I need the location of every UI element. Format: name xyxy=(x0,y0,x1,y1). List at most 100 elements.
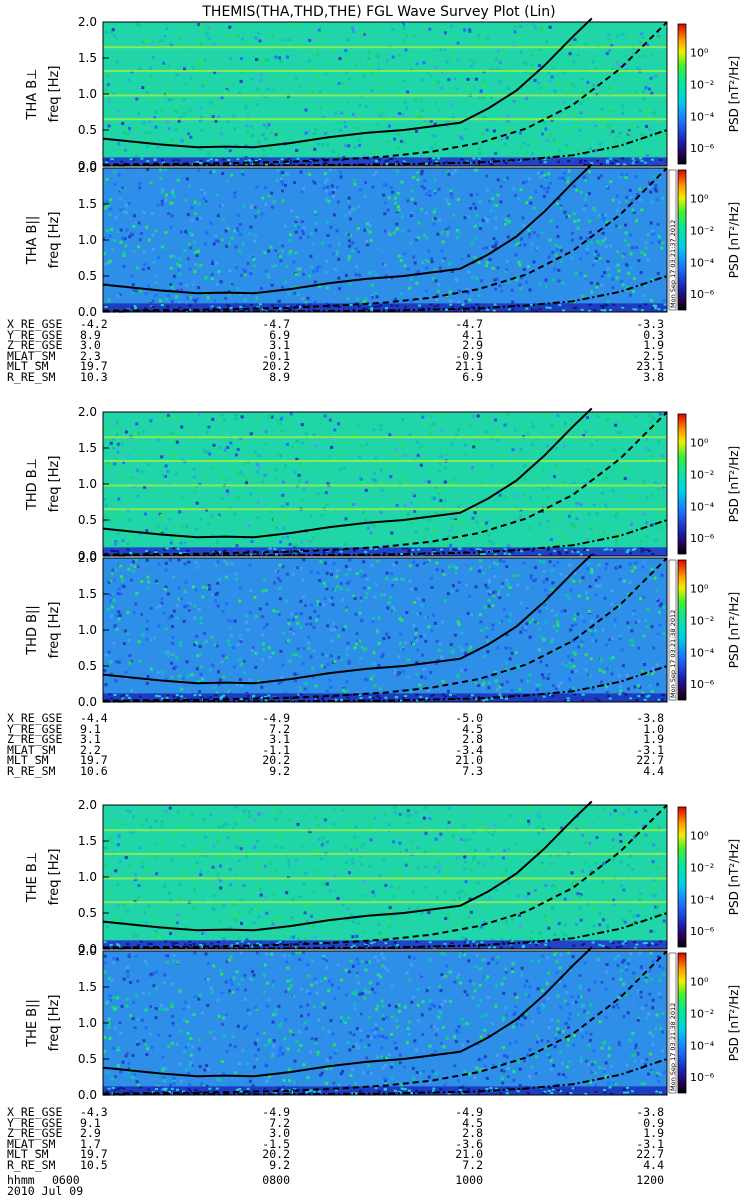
spectrogram-pixel xyxy=(195,634,199,638)
spectrogram-pixel xyxy=(227,82,231,86)
spectrogram-pixel xyxy=(542,638,546,642)
spectrogram-pixel xyxy=(624,176,628,180)
spectrogram-pixel xyxy=(159,213,163,217)
spectrogram-pixel xyxy=(394,228,398,232)
spectrogram-pixel xyxy=(567,654,570,658)
spectrogram-pixel xyxy=(606,267,610,271)
spectrogram-pixel xyxy=(500,585,504,589)
low-frequency-pixel xyxy=(379,304,382,307)
spectrogram-pixel xyxy=(445,572,449,576)
spectrogram-pixel xyxy=(488,592,491,596)
spectrogram-pixel xyxy=(646,116,650,120)
spectrogram-pixel xyxy=(274,133,278,137)
spectrogram-pixel xyxy=(269,130,273,134)
spectrogram-pixel xyxy=(537,648,541,652)
low-frequency-pixel xyxy=(460,158,464,161)
y-axis-label: freq [Hz] xyxy=(47,602,62,659)
spectrogram-pixel xyxy=(602,524,606,528)
spectrogram-pixel xyxy=(118,859,122,863)
low-frequency-pixel xyxy=(461,303,465,306)
spectrogram-pixel xyxy=(597,214,601,217)
spectrogram-pixel xyxy=(555,629,559,633)
spectrogram-pixel xyxy=(580,640,584,644)
low-frequency-pixel xyxy=(605,159,609,162)
spectrogram-pixel xyxy=(343,214,347,217)
spectrogram-pixel xyxy=(337,655,341,659)
spectrogram-pixel xyxy=(254,36,258,40)
spectrogram-pixel xyxy=(114,519,118,523)
spectrogram-pixel xyxy=(152,56,155,60)
spectrogram-pixel xyxy=(372,173,376,177)
spectrogram-pixel xyxy=(615,62,619,66)
spectrogram-pixel xyxy=(469,868,473,872)
spectrogram-pixel xyxy=(112,92,116,96)
spectrogram-pixel xyxy=(137,432,141,436)
spectrogram-pixel xyxy=(507,881,510,885)
spectrogram-pixel xyxy=(194,263,198,266)
spectrogram-pixel xyxy=(317,265,321,269)
spectrogram-pixel xyxy=(317,614,320,618)
spectrogram-pixel xyxy=(158,604,162,608)
spectrogram-pixel xyxy=(449,192,453,196)
spectrogram-pixel xyxy=(416,440,419,444)
low-frequency-pixel xyxy=(500,696,504,699)
spectrogram-pixel xyxy=(282,631,286,635)
spectrogram-pixel xyxy=(481,218,485,222)
spectrogram-pixel xyxy=(531,39,535,43)
spectrogram-pixel xyxy=(137,245,140,249)
spectrogram-pixel xyxy=(644,246,648,250)
spectrogram-pixel xyxy=(324,270,328,274)
low-frequency-pixel xyxy=(323,161,327,164)
spectrogram-pixel xyxy=(539,86,543,90)
spectrogram-pixel xyxy=(540,673,544,677)
spectrogram-pixel xyxy=(181,676,185,680)
spectrogram-pixel xyxy=(207,37,211,41)
spectrogram-pixel xyxy=(638,109,642,113)
spectrogram-pixel xyxy=(314,176,318,180)
spectrogram-pixel xyxy=(630,246,634,250)
spectrogram-pixel xyxy=(352,842,356,846)
spectrogram-pixel xyxy=(528,635,532,639)
low-frequency-pixel xyxy=(651,158,654,161)
spectrogram-pixel xyxy=(272,200,276,204)
spectrogram-pixel xyxy=(483,79,487,83)
spectrogram-pixel xyxy=(533,889,537,892)
spectrogram-pixel xyxy=(109,441,113,445)
spectrogram-pixel xyxy=(559,204,563,208)
spectrogram-pixel xyxy=(235,845,239,849)
spectrogram-pixel xyxy=(374,457,378,460)
low-frequency-pixel xyxy=(265,163,269,166)
spectrogram-pixel xyxy=(523,870,526,874)
spectrogram-pixel xyxy=(538,815,541,819)
spectrogram-pixel xyxy=(504,270,508,274)
spectrogram-pixel xyxy=(303,903,307,907)
spectrogram-pixel xyxy=(584,668,588,672)
spectrogram-pixel xyxy=(391,605,395,609)
y-tick-label: 1.0 xyxy=(78,477,97,491)
spectrogram-pixel xyxy=(606,33,610,37)
spectrogram-pixel xyxy=(440,543,444,547)
spectrogram-pixel xyxy=(369,531,373,535)
low-frequency-pixel xyxy=(429,303,433,306)
spectrogram-pixel xyxy=(533,26,537,30)
low-frequency-pixel xyxy=(275,553,279,556)
spectrogram-pixel xyxy=(409,690,413,694)
spectrogram-pixel xyxy=(455,228,459,232)
spectrogram-pixel xyxy=(619,174,623,178)
spectrogram-pixel xyxy=(505,267,509,271)
spectrogram-pixel xyxy=(392,231,396,235)
spectrogram-pixel xyxy=(507,127,511,131)
spectrogram-pixel xyxy=(643,54,646,58)
spectrogram-pixel xyxy=(324,561,328,565)
spectrogram-pixel xyxy=(529,576,533,580)
spectrogram-pixel xyxy=(162,474,165,478)
spectrogram-pixel xyxy=(256,463,259,467)
spectrogram-pixel xyxy=(573,481,577,485)
spectrogram-pixel xyxy=(422,61,426,65)
low-frequency-pixel xyxy=(624,693,628,696)
spectrogram-pixel xyxy=(332,562,336,566)
spectrogram-pixel xyxy=(538,659,542,663)
spectrogram-pixel xyxy=(117,53,121,57)
spectrogram-pixel xyxy=(412,560,416,564)
spectrogram-pixel xyxy=(253,264,257,268)
